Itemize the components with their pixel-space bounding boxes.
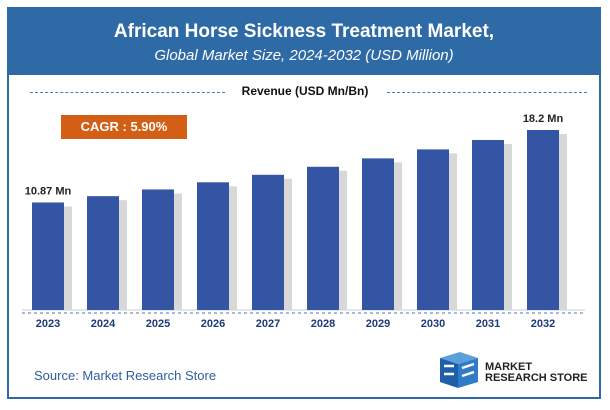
bar-2032 (527, 130, 559, 310)
x-tick-label: 2031 (476, 318, 500, 330)
bar-shadow (394, 162, 402, 310)
header: African Horse Sickness Treatment Market,… (9, 9, 599, 75)
chart-frame (7, 7, 601, 399)
bar-2028 (307, 166, 339, 310)
market-research-store-logo-icon (440, 352, 478, 388)
bar-shadow (339, 170, 347, 310)
data-label: 18.2 Mn (523, 113, 564, 125)
chart-title: African Horse Sickness Treatment Market, (113, 21, 495, 42)
logo-line1: MARKET (485, 361, 533, 373)
x-tick-label: 2025 (146, 318, 170, 330)
bar-2026 (197, 182, 229, 310)
source-text: Source: Market Research Store (34, 368, 217, 383)
bar-shadow (64, 206, 72, 310)
cagr-badge: CAGR : 5.90% (61, 115, 187, 139)
bar-shadow (559, 134, 567, 310)
bar-2025 (142, 189, 174, 310)
logo-line2: RESEARCH STORE (485, 372, 588, 384)
bar-shadow (119, 200, 127, 310)
bar-2023 (32, 202, 64, 310)
chart-subtitle: Global Market Size, 2024-2032 (USD Milli… (154, 47, 454, 64)
bar-shadow (229, 186, 237, 310)
bar-shadow (284, 178, 292, 310)
bar-shadow (449, 153, 457, 310)
data-label: 10.87 Mn (25, 185, 72, 197)
x-tick-label: 2026 (201, 318, 225, 330)
bar-shadow (504, 143, 512, 310)
bar-2030 (417, 149, 449, 310)
x-tick-label: 2027 (256, 318, 280, 330)
revenue-label: Revenue (USD Mn/Bn) (241, 84, 369, 98)
divider-left (30, 92, 225, 93)
x-tick-label: 2032 (531, 318, 555, 330)
bar-2027 (252, 174, 284, 310)
divider-right (387, 92, 587, 93)
bar-2024 (87, 196, 119, 310)
x-tick-label: 2029 (366, 318, 390, 330)
bar-2029 (362, 158, 394, 310)
x-tick-label: 2028 (311, 318, 335, 330)
x-tick-label: 2023 (36, 318, 60, 330)
x-tick-label: 2030 (421, 318, 445, 330)
bar-2031 (472, 139, 504, 310)
x-tick-label: 2024 (91, 318, 116, 330)
logo-text: MARKET RESEARCH STORE (485, 362, 587, 384)
bar-shadow (174, 193, 182, 310)
